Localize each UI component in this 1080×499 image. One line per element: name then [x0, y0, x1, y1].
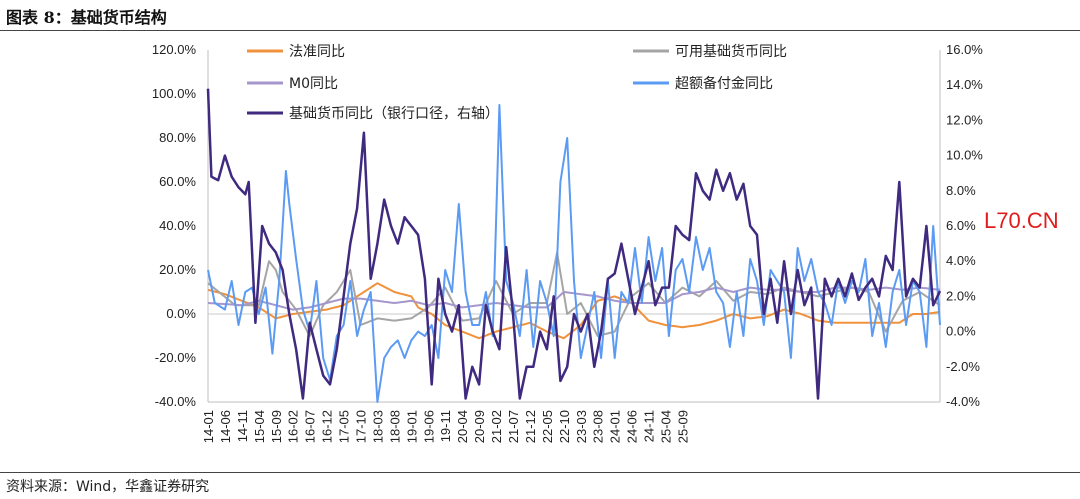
x-tick-label: 18-03: [370, 410, 385, 443]
legend-label: 法准同比: [289, 44, 345, 60]
x-tick-label: 23-03: [574, 410, 589, 443]
x-tick-label: 14-01: [201, 410, 216, 443]
y-right-tick-label: 6.0%: [946, 218, 976, 233]
y-right-tick-label: 14.0%: [946, 77, 983, 92]
y-axis-left: 120.0% 100.0% 80.0% 60.0% 40.0% 20.0% 0.0% -20.…: [152, 42, 197, 409]
x-tick-label: 15-04: [252, 410, 267, 443]
x-tick-label: 24-01: [608, 410, 623, 443]
y-left-tick-label: 120.0%: [152, 42, 197, 57]
bottom-rule: [0, 472, 1080, 473]
y-left-tick-label: -20.0%: [155, 350, 197, 365]
x-tick-label: 25-09: [675, 410, 690, 443]
series-line-4: [208, 89, 940, 399]
y-right-tick-label: 12.0%: [946, 112, 983, 127]
x-tick-label: 15-09: [269, 410, 284, 443]
x-tick-label: 24-11: [642, 410, 657, 442]
line-chart: 120.0% 100.0% 80.0% 60.0% 40.0% 20.0% 0.0% -20.…: [0, 0, 1080, 470]
y-right-tick-label: 0.0%: [946, 324, 976, 339]
y-axis-right: 16.0% 14.0% 12.0% 10.0% 8.0% 6.0% 4.0% 2.0% 0.0%…: [946, 42, 983, 409]
x-tick-label: 17-05: [337, 410, 352, 443]
y-right-tick-label: 2.0%: [946, 288, 976, 303]
x-tick-label: 21-12: [523, 410, 538, 443]
x-tick-label: 17-10: [354, 410, 369, 443]
x-tick-label: 25-04: [659, 410, 674, 443]
x-tick-label: 14-06: [218, 410, 233, 443]
y-right-tick-label: -4.0%: [946, 394, 980, 409]
x-tick-label: 21-02: [489, 410, 504, 443]
legend-label: 可用基础货币同比: [675, 43, 787, 60]
watermark: L70.CN: [984, 208, 1059, 234]
y-left-tick-label: 80.0%: [159, 130, 196, 145]
x-tick-label: 20-04: [455, 410, 470, 443]
x-tick-label: 16-12: [320, 410, 335, 443]
x-axis: 14-01 14-06 14-11 15-04 15-09 16-02 16-07 16-12…: [201, 410, 690, 443]
y-left-tick-label: 60.0%: [159, 174, 196, 189]
y-left-tick-label: 0.0%: [166, 306, 196, 321]
y-left-tick-label: 20.0%: [159, 262, 196, 277]
y-left-tick-label: 40.0%: [159, 218, 196, 233]
y-left-tick-label: 100.0%: [152, 86, 197, 101]
y-right-tick-label: -2.0%: [946, 359, 980, 374]
x-tick-label: 16-07: [303, 410, 318, 443]
x-tick-label: 22-05: [540, 410, 555, 443]
legend-label: 基础货币同比（银行口径，右轴）: [289, 105, 499, 122]
legend-label: M0同比: [289, 76, 338, 92]
y-right-tick-label: 4.0%: [946, 253, 976, 268]
x-tick-label: 21-07: [506, 410, 521, 443]
source-note: 资料来源：Wind，华鑫证券研究: [6, 476, 209, 496]
x-tick-label: 19-11: [438, 410, 453, 442]
x-tick-label: 24-06: [625, 410, 640, 443]
plot-frame: [208, 50, 940, 402]
x-tick-label: 20-09: [472, 410, 487, 443]
x-tick-label: 23-08: [591, 410, 606, 443]
y-right-tick-label: 16.0%: [946, 42, 983, 57]
x-tick-label: 14-11: [235, 410, 250, 442]
x-tick-label: 22-10: [557, 410, 572, 443]
x-tick-label: 19-06: [421, 410, 436, 443]
x-tick-label: 19-01: [404, 410, 419, 443]
y-left-tick-label: -40.0%: [155, 394, 197, 409]
series-layer: [208, 89, 940, 402]
x-tick-label: 18-08: [387, 410, 402, 443]
legend-label: 超额备付金同比: [675, 75, 773, 92]
x-tick-label: 16-02: [286, 410, 301, 443]
y-right-tick-label: 10.0%: [946, 148, 983, 163]
y-right-tick-label: 8.0%: [946, 183, 976, 198]
